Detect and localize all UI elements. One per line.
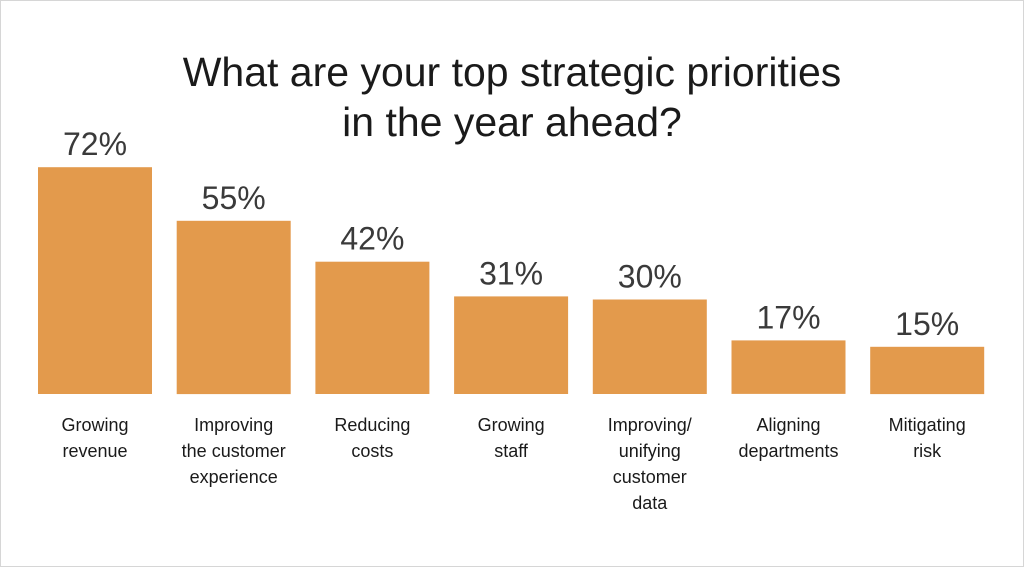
category-label: Reducing costs (334, 415, 410, 461)
chart-title: What are your top strategic priorities i… (1, 47, 1023, 147)
bar (870, 346, 985, 395)
category-label-line: departments (738, 441, 838, 461)
category-label-line: risk (913, 441, 942, 461)
bar-value-label: 55% (202, 180, 266, 216)
bar (176, 220, 291, 395)
category-label-line: revenue (62, 441, 127, 461)
category-label-line: Growing (61, 415, 128, 435)
category-label-line: unifying (619, 441, 681, 461)
bar-value-label: 31% (479, 255, 543, 291)
chart-title-line: in the year ahead? (342, 99, 682, 145)
chart-title-line: What are your top strategic priorities (182, 49, 842, 95)
bar-value-label: 72% (63, 126, 127, 162)
category-label-line: the customer (182, 441, 286, 461)
category-label: Mitigating risk (889, 415, 966, 461)
category-label-line: data (632, 493, 668, 513)
category-label-line: experience (190, 467, 278, 487)
category-label-line: Mitigating (889, 415, 966, 435)
bar (454, 296, 569, 394)
bar-value-label: 42% (340, 221, 404, 257)
category-label-line: Improving (194, 415, 273, 435)
bar (38, 167, 152, 394)
bar-value-label: 30% (618, 259, 682, 295)
category-label-line: Aligning (756, 415, 820, 435)
category-label-line: costs (351, 441, 393, 461)
category-label-line: customer (613, 467, 687, 487)
category-label: Growing revenue (61, 415, 128, 461)
bar-value-label: 15% (895, 306, 959, 342)
bar (731, 340, 846, 394)
category-label-line: Improving/ (608, 415, 692, 435)
category-label-line: Growing (478, 415, 545, 435)
category-label: Improving/unifying customer data (608, 415, 692, 513)
bar (315, 261, 430, 394)
bar-value-label: 17% (756, 299, 820, 335)
category-label: Improving the customer experience (182, 415, 286, 487)
category-label-line: Reducing (334, 415, 410, 435)
bar (592, 299, 707, 394)
category-label-line: staff (494, 441, 529, 461)
category-label: Growing staff (478, 415, 545, 461)
category-label: Aligning departments (738, 415, 838, 461)
